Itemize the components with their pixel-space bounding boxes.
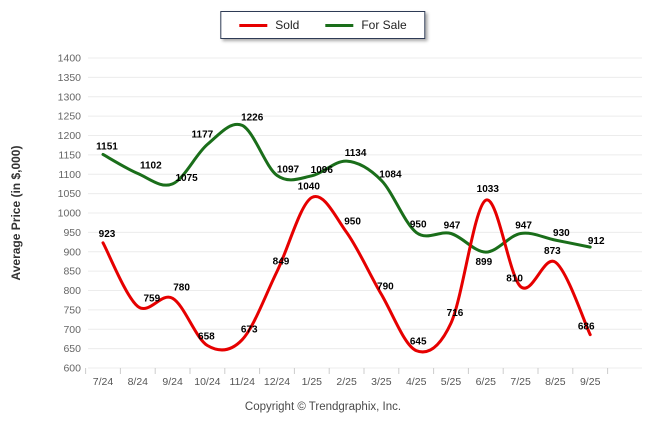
sold-data-label: 873 [544, 246, 561, 257]
x-tick-label: 8/24 [128, 376, 149, 388]
y-tick-label: 1150 [58, 149, 81, 161]
legend-label-for-sale: For Sale [361, 18, 407, 32]
sold-data-label: 923 [99, 229, 116, 240]
for-sale-data-label: 947 [515, 221, 532, 232]
legend-label-sold: Sold [275, 18, 300, 32]
sold-data-label: 673 [241, 325, 258, 336]
for-sale-data-label: 1177 [192, 129, 214, 140]
for-sale-data-label: 1084 [379, 169, 402, 180]
x-tick-label: 7/24 [93, 376, 114, 388]
for-sale-data-label: 1151 [96, 141, 118, 152]
for-sale-data-label: 1075 [175, 173, 198, 184]
y-tick-label: 1050 [58, 188, 82, 200]
sold-data-label: 790 [377, 281, 394, 292]
x-tick-label: 9/25 [580, 376, 601, 388]
y-tick-label: 600 [63, 363, 81, 375]
sold-series-swatch [239, 23, 268, 27]
sold-data-label: 810 [506, 274, 523, 285]
y-tick-label: 1200 [58, 130, 82, 142]
x-tick-label: 7/25 [510, 376, 531, 388]
for-sale-series-swatch [325, 23, 354, 27]
x-tick-label: 1/25 [302, 376, 323, 388]
sold-data-label: 759 [143, 293, 160, 304]
y-axis-title: Average Price (in $,000) [9, 146, 23, 281]
y-tick-label: 1000 [58, 208, 82, 220]
x-tick-label: 5/25 [441, 376, 462, 388]
for-sale-data-label: 1134 [345, 148, 367, 159]
for-sale-data-label: 1226 [241, 112, 264, 123]
sold-data-label: 716 [447, 308, 464, 319]
sold-data-label: 780 [173, 282, 190, 293]
for-sale-data-label: 930 [553, 228, 570, 239]
y-tick-label: 1100 [58, 169, 81, 181]
x-tick-label: 11/24 [229, 376, 255, 388]
y-tick-label: 950 [63, 227, 81, 239]
sold-data-label: 686 [578, 322, 595, 333]
legend-item-for-sale: For Sale [325, 18, 407, 32]
sold-data-label: 950 [344, 216, 361, 227]
sold-data-label: 1033 [477, 184, 500, 195]
x-tick-label: 8/25 [545, 376, 566, 388]
for-sale-data-label: 1097 [277, 164, 300, 175]
for-sale-data-label: 950 [410, 219, 427, 230]
for-sale-data-label: 947 [444, 221, 461, 232]
x-tick-label: 4/25 [406, 376, 427, 388]
for-sale-line [101, 122, 592, 254]
y-tick-label: 850 [63, 266, 81, 278]
for-sale-data-label: 912 [588, 236, 605, 247]
x-tick-label: 12/24 [264, 376, 290, 388]
y-tick-label: 1400 [58, 53, 82, 65]
y-tick-label: 800 [63, 285, 81, 297]
x-tick-label: 3/25 [371, 376, 392, 388]
y-tick-label: 650 [63, 343, 81, 355]
x-tick-label: 6/25 [476, 376, 497, 388]
y-tick-label: 1250 [58, 111, 82, 123]
sold-data-label: 645 [410, 337, 427, 348]
y-tick-label: 700 [63, 324, 81, 336]
chart-legend: Sold For Sale [220, 11, 426, 39]
copyright-text: Copyright © Trendgraphix, Inc. [244, 401, 402, 413]
legend-item-sold: Sold [239, 18, 299, 32]
for-sale-data-label: 1102 [140, 160, 162, 171]
for-sale-data-label: 1096 [311, 165, 334, 176]
y-tick-label: 750 [63, 304, 81, 316]
x-tick-label: 2/25 [336, 376, 357, 388]
for-sale-data-label: 899 [475, 257, 492, 268]
y-tick-label: 1350 [58, 72, 82, 84]
x-tick-label: 9/24 [162, 376, 183, 388]
y-tick-label: 1300 [58, 91, 82, 103]
sold-data-label: 849 [273, 257, 290, 268]
x-tick-label: 10/24 [194, 376, 220, 388]
sold-data-label: 658 [198, 332, 215, 343]
y-tick-label: 900 [63, 246, 81, 258]
sold-data-label: 1040 [298, 182, 321, 193]
sold-line [101, 195, 592, 354]
